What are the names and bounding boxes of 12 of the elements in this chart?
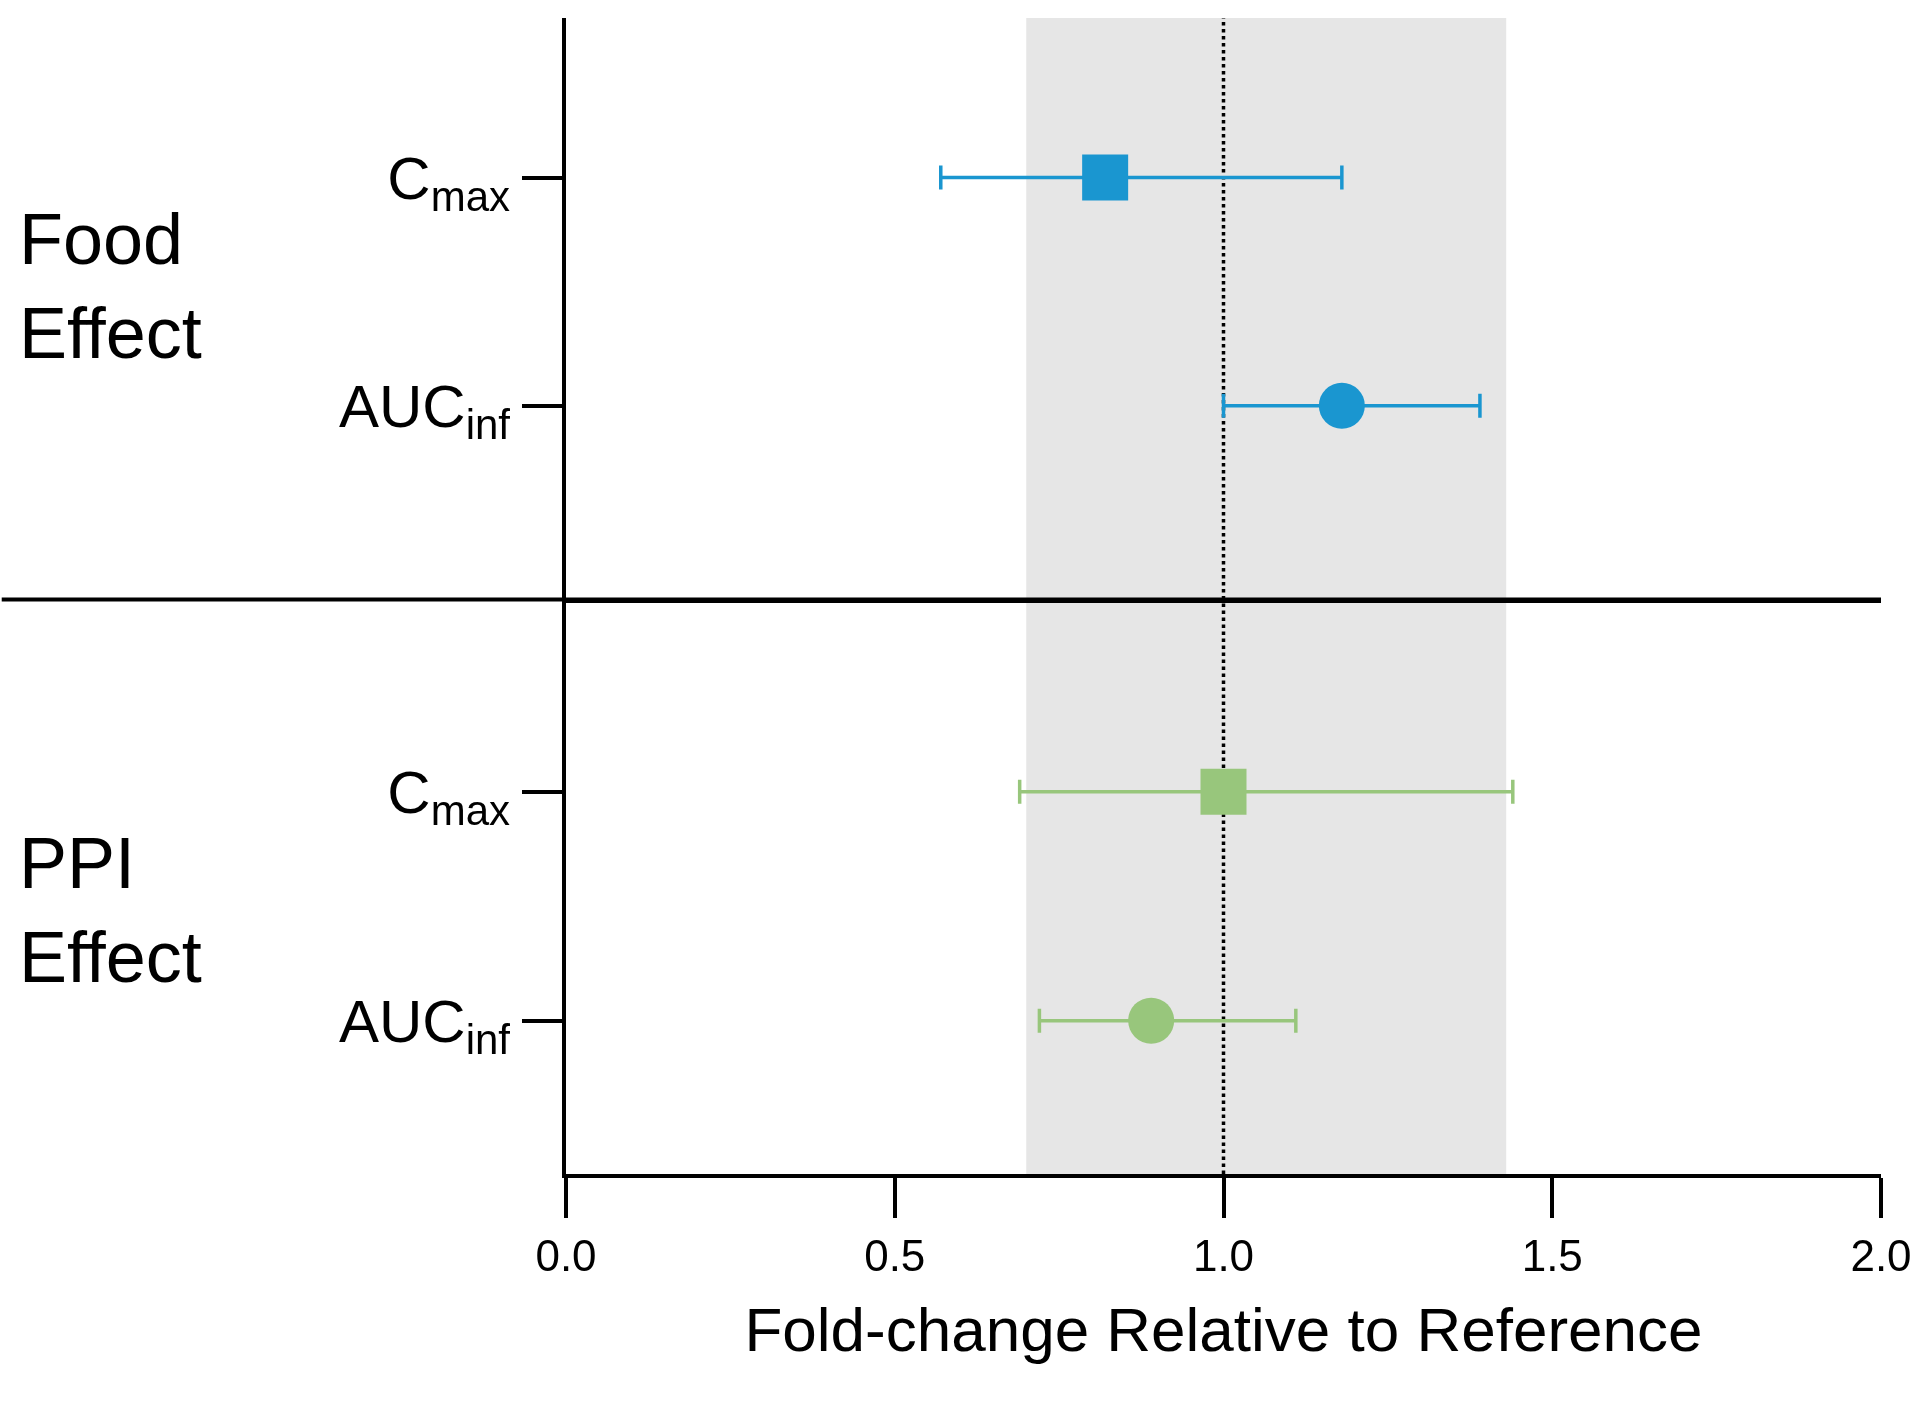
y-tick-label: C$_{max}$ xyxy=(387,144,510,221)
y-tick-label: AUC$_{inf}$ xyxy=(338,987,511,1064)
y-tick-label: C$_{max}$ xyxy=(387,758,510,835)
y-axis-title: PPI Effect xyxy=(19,823,202,997)
x-tick-label: 1.0 xyxy=(1192,1230,1255,1280)
x-axis-title: Fold-change Relative to Reference xyxy=(744,1295,1703,1365)
y-tick-label: AUC$_{inf}$ xyxy=(338,372,511,449)
x-tick-label: 0.0 xyxy=(535,1230,597,1280)
x-tick-label: 0.5 xyxy=(864,1230,926,1280)
x-tick-label: 1.5 xyxy=(1521,1230,1583,1280)
x-tick-label: 2.0 xyxy=(1850,1230,1912,1280)
y-axis-title: Food Effect xyxy=(19,199,202,373)
